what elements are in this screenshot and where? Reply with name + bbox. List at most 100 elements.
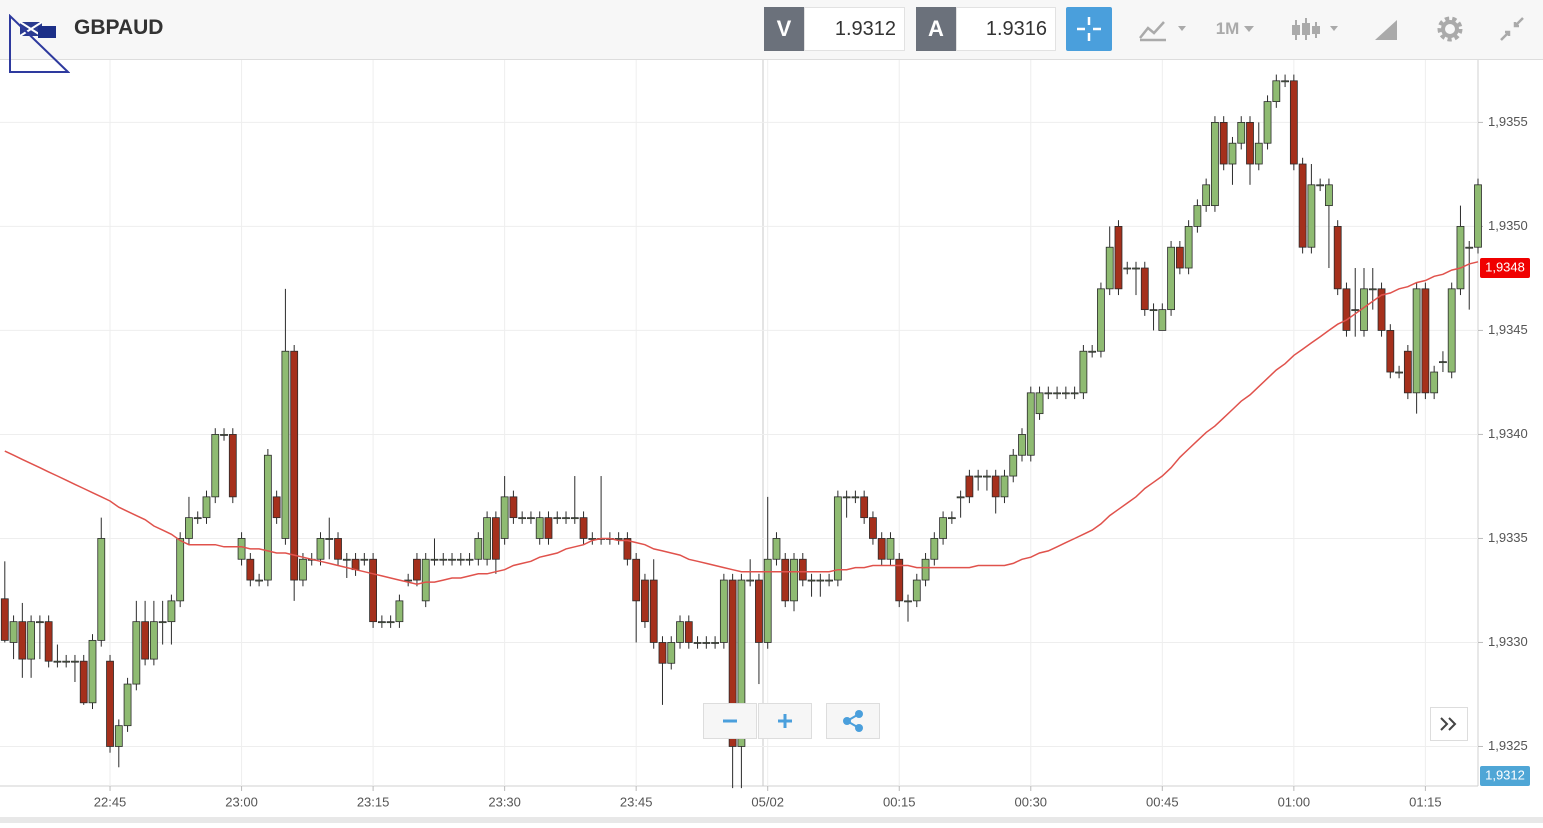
- candle-body: [553, 517, 562, 520]
- crosshair-icon: [1077, 17, 1101, 41]
- candle-body: [413, 558, 421, 581]
- candle-body: [1053, 392, 1061, 395]
- candle-body: [851, 496, 860, 499]
- y-tick-label: 1,9330: [1488, 634, 1528, 649]
- candle-body: [62, 660, 71, 663]
- candle-body: [1246, 122, 1254, 165]
- candle-body: [1368, 288, 1377, 291]
- candle-type-button[interactable]: [1284, 7, 1344, 51]
- candle-body: [1439, 361, 1447, 364]
- candle-body: [290, 350, 299, 581]
- candle-body: [1009, 454, 1018, 477]
- candle-body: [825, 579, 833, 582]
- chart-type-icon: [1139, 21, 1186, 42]
- candle-body: [983, 475, 991, 478]
- candle-body: [1237, 122, 1246, 144]
- candle-body: [123, 683, 132, 727]
- candle-body: [579, 517, 588, 539]
- candle-body: [1044, 392, 1053, 395]
- candle-body: [202, 496, 211, 519]
- candle-icon: [1292, 18, 1338, 40]
- moving-average-line: [4, 261, 1479, 585]
- collapse-icon: [1500, 17, 1524, 41]
- candle-body: [237, 538, 246, 560]
- candle-body: [728, 579, 737, 747]
- candle-body: [921, 558, 930, 581]
- bid-label: V: [764, 7, 804, 51]
- candle-body: [491, 517, 500, 560]
- candle-body: [9, 621, 18, 643]
- y-tick-label: 1,9325: [1488, 738, 1528, 753]
- crosshair-button[interactable]: [1066, 7, 1112, 51]
- candle-body: [1140, 267, 1149, 311]
- timeframe-button[interactable]: 1M: [1208, 7, 1264, 51]
- last-price-label: 1,9348: [1485, 259, 1525, 274]
- candle-body: [1281, 80, 1289, 83]
- candle-body: [1272, 80, 1281, 103]
- candle-body: [1342, 288, 1351, 331]
- chart-type-button[interactable]: [1132, 7, 1192, 51]
- candle-body: [518, 517, 527, 520]
- candle-body: [448, 558, 456, 561]
- scroll-end-button[interactable]: [1430, 707, 1468, 741]
- candle-body: [1228, 142, 1237, 165]
- candle-body: [746, 579, 755, 582]
- bid-price[interactable]: 1.9312: [804, 7, 905, 51]
- settings-button[interactable]: [1428, 7, 1472, 51]
- y-tick-label: 1,9345: [1488, 322, 1528, 337]
- candle-body: [193, 517, 202, 520]
- candle-body: [1193, 205, 1202, 227]
- toolbar: GBPAUD V 1.9312 A 1.9316 1M: [0, 0, 1543, 73]
- candle-body: [1386, 330, 1395, 373]
- candle-body: [930, 538, 939, 560]
- zoom-in-button[interactable]: [758, 703, 812, 739]
- minus-icon: [723, 719, 737, 723]
- candle-body: [684, 621, 693, 643]
- candle-body: [877, 538, 886, 560]
- candle-body: [1184, 226, 1193, 269]
- collapse-button[interactable]: [1490, 7, 1534, 51]
- candle-body: [27, 621, 36, 660]
- candle-body: [1219, 122, 1228, 165]
- candle-body: [509, 496, 518, 519]
- candle-body: [395, 600, 404, 623]
- zoom-out-button[interactable]: [703, 703, 757, 739]
- candle-body: [886, 538, 895, 560]
- candle-body: [667, 642, 676, 664]
- candle-body: [1395, 371, 1403, 374]
- share-dot: [843, 717, 851, 725]
- ask-price[interactable]: 1.9316: [956, 7, 1056, 51]
- candle-body: [1456, 226, 1465, 290]
- candle-body: [1018, 434, 1026, 456]
- y-tick-label: 1,9335: [1488, 530, 1528, 545]
- scroll-end-icon: [1440, 717, 1457, 731]
- candle-body: [386, 621, 395, 624]
- candle-body: [430, 558, 439, 561]
- plus-icon: [778, 714, 792, 728]
- candle-body: [299, 558, 307, 581]
- marks: 1,9348 1,9312: [0, 74, 1530, 789]
- share-button[interactable]: [826, 703, 880, 739]
- candle-body: [272, 496, 281, 519]
- candle-body: [807, 579, 816, 582]
- candle-body: [1289, 80, 1298, 165]
- dropdown-arrow: [1178, 26, 1186, 31]
- y-tick-label: 1,9350: [1488, 218, 1528, 233]
- candle-body: [570, 517, 579, 520]
- candle-body: [772, 538, 781, 560]
- candle-body: [1097, 288, 1105, 352]
- candle-body: [1175, 246, 1184, 269]
- candle-body: [702, 642, 711, 644]
- candle-body: [211, 434, 220, 498]
- draw-button[interactable]: [1364, 7, 1408, 51]
- timeframe: 1M: [1215, 19, 1240, 38]
- candle-body: [737, 579, 746, 747]
- settings-icon: [1437, 16, 1463, 42]
- candle-body: [228, 434, 237, 498]
- candle-body: [1430, 371, 1439, 394]
- dropdown-glyph: [1244, 26, 1255, 32]
- candle-body: [97, 538, 106, 641]
- share-dot: [855, 710, 863, 718]
